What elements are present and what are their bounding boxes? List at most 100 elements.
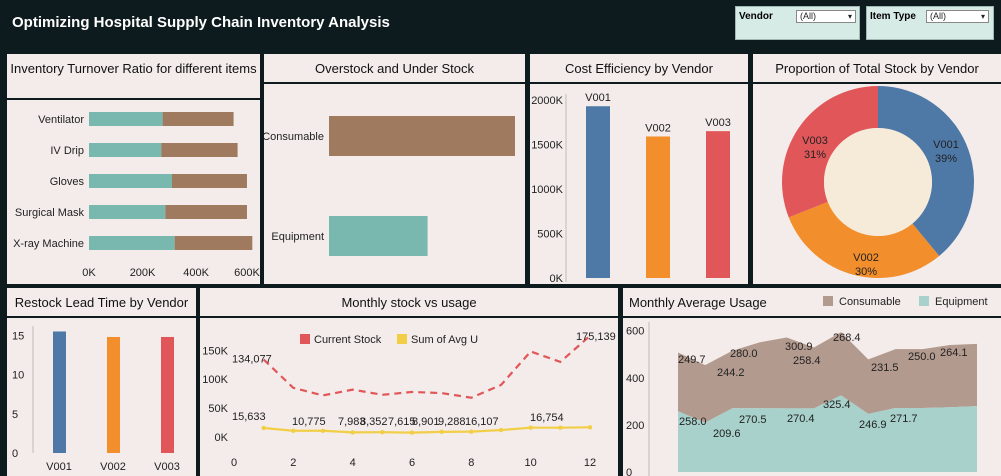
consumable-data-label: 264.1 [940, 347, 968, 359]
cost-y-tick: 1500K [531, 140, 563, 152]
legend-consumable-swatch [823, 296, 833, 306]
cost-bar [706, 131, 730, 278]
proportion-slice-label: V001 [933, 139, 959, 151]
turnover-bar [174, 236, 253, 250]
turnover-x-tick: 0K [82, 267, 96, 279]
turnover-x-tick: 200K [130, 267, 156, 279]
monthly-x-tick: 6 [409, 457, 415, 469]
item-type-filter[interactable]: Item Type (All) ▾ [866, 6, 994, 40]
overstock-bar [329, 216, 428, 256]
avg-usage-title-text: Monthly Average Usage [629, 295, 767, 310]
monthly-chart: 150K 100K 50K 0K 0 2 4 6 8 10 12 Current Stock Sum o… [202, 331, 616, 469]
avg-usage-point [587, 425, 593, 430]
equipment-data-label: 271.7 [890, 413, 918, 425]
restock-panel: Restock Lead Time by Vendor 15 10 5 0 V001 V0… [7, 288, 196, 476]
avg-y-tick: 600 [626, 326, 644, 338]
chevron-down-icon: ▾ [847, 12, 852, 21]
monthly-x-tick: 12 [584, 457, 596, 469]
monthly-y-tick: 150K [202, 345, 228, 357]
usage-data-label: 7,983 [338, 416, 366, 428]
cost-y-tick: 0K [550, 273, 564, 284]
monthly-x-tick: 0 [231, 457, 237, 469]
usage-data-label: 8,901 [412, 416, 440, 428]
overstock-category-label: Consumable [264, 131, 324, 143]
cost-bar-label: V002 [645, 122, 671, 134]
monthly-x-tick: 10 [525, 457, 537, 469]
usage-data-label: 16,754 [530, 412, 564, 424]
cost-y-tick: 2000K [531, 95, 563, 107]
turnover-title: Inventory Turnover Ratio for different i… [7, 54, 260, 100]
item-type-filter-label: Item Type [870, 11, 916, 22]
turnover-category-label: Ventilator [38, 114, 84, 126]
avg-y-tick: 400 [626, 373, 644, 385]
restock-bar [161, 336, 174, 453]
consumable-data-label: 268.4 [833, 332, 861, 344]
usage-data-label: 16,107 [465, 416, 499, 428]
cost-title: Cost Efficiency by Vendor [530, 54, 748, 84]
cost-panel: Cost Efficiency by Vendor 2000K 1500K 1000… [530, 54, 748, 284]
restock-x-label: V002 [100, 461, 126, 473]
monthly-x-tick: 2 [290, 457, 296, 469]
avg-usage-title: Monthly Average Usage [623, 288, 1001, 318]
cost-bar [646, 136, 670, 278]
turnover-bar [172, 174, 247, 188]
turnover-category-label: X-ray Machine [13, 238, 84, 250]
dashboard-header: Optimizing Hospital Supply Chain Invento… [0, 0, 1001, 48]
restock-bar [107, 336, 120, 453]
consumable-data-label: 300.9 [785, 341, 813, 353]
proportion-title: Proportion of Total Stock by Vendor [753, 54, 1001, 84]
legend-equipment-swatch [919, 296, 929, 306]
avg-usage-point [498, 427, 504, 433]
avg-usage-point [558, 425, 563, 430]
avg-usage-point [291, 428, 296, 433]
legend-avg-usage-label: Sum of Avg U [411, 334, 478, 346]
cost-bar-label: V003 [705, 117, 731, 129]
equipment-data-label: 270.5 [739, 414, 767, 426]
vendor-select[interactable]: (All) ▾ [796, 10, 856, 23]
stock-data-label: 175,139 [576, 331, 616, 343]
avg-usage-point [380, 429, 385, 435]
legend-equipment-label: Equipment [935, 296, 988, 308]
monthly-title: Monthly stock vs usage [200, 288, 618, 318]
overstock-title: Overstock and Under Stock [264, 54, 525, 84]
stock-data-label: 134,077 [232, 354, 272, 366]
equipment-data-label: 270.4 [787, 413, 815, 425]
overstock-chart: Consumable Equipment [264, 116, 515, 256]
item-type-select[interactable]: (All) ▾ [926, 10, 989, 23]
consumable-area [678, 332, 977, 423]
avg-usage-point [350, 430, 355, 435]
restock-x-label: V001 [46, 461, 72, 473]
proportion-slice-percent: 31% [804, 149, 826, 161]
restock-y-tick: 0 [12, 448, 18, 460]
usage-data-label: 9,288 [438, 416, 466, 428]
proportion-slice [878, 86, 974, 256]
restock-chart: 15 10 5 0 V001 V002 V003 [12, 326, 180, 473]
cost-chart: 2000K 1500K 1000K 500K 0K V001 V002 V003 [531, 92, 731, 284]
proportion-slice [782, 86, 878, 218]
avg-usage-point [409, 430, 415, 435]
avg-usage-point [261, 425, 266, 431]
consumable-data-label: 244.2 [717, 367, 745, 379]
avg-usage-point [320, 428, 326, 433]
avg-y-tick: 0 [626, 467, 632, 476]
turnover-bar [161, 143, 238, 157]
proportion-donut-hole [824, 128, 932, 236]
turnover-category-label: IV Drip [50, 145, 84, 157]
overstock-category-label: Equipment [271, 231, 324, 243]
consumable-data-label: 250.0 [908, 351, 936, 363]
legend-consumable-label: Consumable [839, 296, 901, 308]
consumable-data-label: 280.0 [730, 348, 758, 360]
monthly-y-tick: 0K [215, 432, 229, 444]
turnover-panel: Inventory Turnover Ratio for different i… [7, 54, 260, 284]
vendor-filter[interactable]: Vendor (All) ▾ [735, 6, 860, 40]
chevron-down-icon: ▾ [980, 12, 985, 21]
overstock-panel: Overstock and Under Stock Consumable Equi… [264, 54, 525, 284]
avg-y-tick: 200 [626, 420, 644, 432]
usage-data-label: 15,633 [232, 411, 266, 423]
dashboard-title: Optimizing Hospital Supply Chain Invento… [12, 14, 390, 31]
vendor-filter-label: Vendor [739, 11, 773, 22]
turnover-x-tick: 600K [234, 267, 260, 279]
equipment-data-label: 325.4 [823, 399, 851, 411]
cost-bar [586, 106, 610, 278]
monthly-x-tick: 8 [468, 457, 474, 469]
